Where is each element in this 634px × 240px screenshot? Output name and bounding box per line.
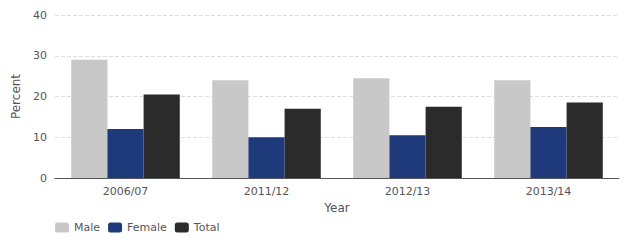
svg-text:Male: Male [74,221,100,234]
svg-text:Percent: Percent [9,74,23,119]
svg-text:0: 0 [40,172,47,185]
svg-text:2013/14: 2013/14 [526,185,572,198]
svg-text:Female: Female [127,221,167,234]
svg-text:10: 10 [33,131,47,144]
svg-text:2012/13: 2012/13 [385,185,431,198]
svg-text:20: 20 [33,90,47,103]
svg-text:Year: Year [323,201,349,215]
svg-text:2011/12: 2011/12 [244,185,290,198]
svg-text:Total: Total [193,221,220,234]
svg-text:2006/07: 2006/07 [103,185,149,198]
svg-text:30: 30 [33,49,47,62]
svg-text:40: 40 [33,9,47,22]
